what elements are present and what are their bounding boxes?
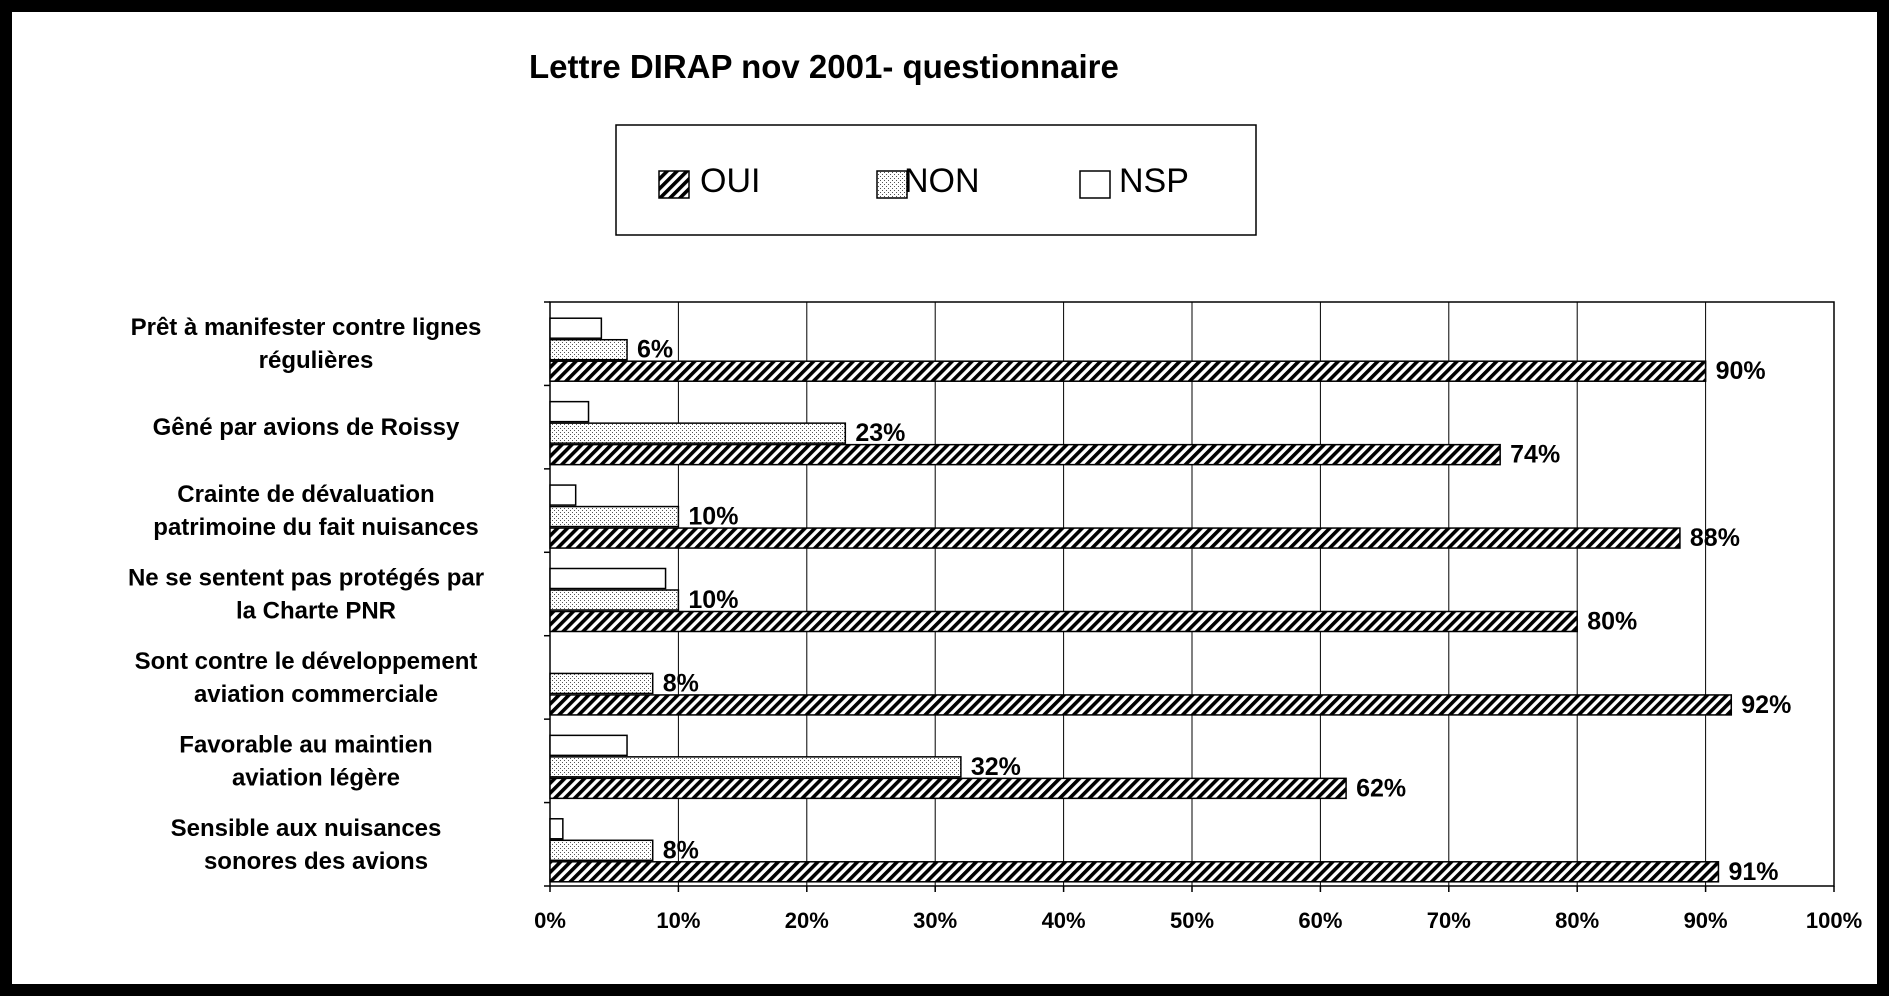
data-label-oui: 88% [1690, 524, 1740, 552]
bar-oui [549, 360, 1707, 382]
chart-frame: Lettre DIRAP nov 2001- questionnaire OUI… [12, 12, 1877, 984]
legend-swatch-non [876, 170, 908, 199]
bar-nsp [549, 484, 577, 506]
bar-oui [549, 527, 1681, 549]
legend-label-non: NON [904, 162, 980, 200]
legend-label-nsp: NSP [1119, 162, 1189, 200]
bar-nsp [549, 317, 603, 339]
data-label-non: 23% [855, 419, 905, 447]
category-label: Prêt à manifester contre lignes régulière… [131, 314, 482, 374]
x-tick-label: 100% [1806, 908, 1862, 933]
chart: Lettre DIRAP nov 2001- questionnaire OUI… [128, 48, 1862, 933]
data-label-oui: 92% [1741, 691, 1791, 719]
bar-nsp [549, 818, 564, 840]
bar-non [549, 338, 628, 361]
legend: OUI NON NSP [615, 124, 1257, 236]
bar-non [549, 839, 654, 862]
category-label: Crainte de dévaluation patrimoine du fait… [153, 481, 478, 541]
data-label-non: 8% [663, 669, 699, 697]
bar-non [549, 589, 680, 611]
x-tick-label: 90% [1684, 908, 1728, 933]
bar-non [549, 672, 654, 695]
x-tick-label: 30% [913, 908, 957, 933]
legend-box [615, 124, 1257, 236]
data-label-non: 8% [663, 836, 699, 864]
data-label-non: 10% [688, 503, 738, 531]
category-labels: Prêt à manifester contre lignes régulière… [128, 314, 484, 875]
bar-oui [549, 610, 1578, 633]
category-label: Sont contre le développement aviation com… [135, 648, 478, 708]
x-tick-label: 10% [656, 908, 700, 933]
data-label-oui: 74% [1510, 441, 1560, 469]
legend-item-non: NON [876, 162, 980, 200]
x-tick-label: 80% [1555, 908, 1599, 933]
x-tick-label: 0% [534, 908, 566, 933]
x-axis-tick-labels: 0% 10% 20% 30% 40% 50% 60% 70% 80% 90% 100% [534, 908, 1862, 933]
category-label: Sensible aux nuisances sonores des avions [171, 815, 442, 875]
data-label-oui: 91% [1728, 858, 1778, 886]
x-tick-label: 60% [1298, 908, 1342, 933]
data-label-oui: 62% [1356, 774, 1406, 802]
bar-nsp [549, 400, 590, 423]
x-tick-label: 20% [785, 908, 829, 933]
x-tick-label: 40% [1042, 908, 1086, 933]
data-label-oui: 80% [1587, 608, 1637, 636]
x-tick-label: 70% [1427, 908, 1471, 933]
legend-swatch-nsp [1079, 170, 1111, 199]
legend-item-oui: OUI [658, 162, 760, 200]
legend-swatch-oui [658, 170, 690, 199]
bar-non [549, 505, 680, 528]
category-label: Gêné par avions de Roissy [153, 414, 460, 441]
x-tick-label: 50% [1170, 908, 1214, 933]
bar-oui [549, 861, 1720, 883]
bar-non [549, 756, 962, 778]
data-label-non: 32% [971, 753, 1021, 781]
data-label-non: 6% [637, 336, 673, 364]
bar-non [549, 422, 847, 444]
plot-area: 6% 90% 23% 74% 10% 88% 10% 80% 8% 92% 32% 62% 8% 91% [544, 301, 1835, 892]
legend-label-oui: OUI [700, 162, 760, 200]
bar-oui [549, 694, 1733, 716]
bar-nsp [549, 734, 628, 757]
chart-title: Lettre DIRAP nov 2001- questionnaire [529, 48, 1119, 85]
legend-item-nsp: NSP [1079, 162, 1189, 200]
category-label: Favorable au maintien aviation légère [179, 731, 432, 791]
bar-nsp [549, 567, 667, 590]
bar-oui [549, 777, 1347, 800]
data-label-oui: 90% [1716, 357, 1766, 385]
bar-oui [549, 443, 1501, 466]
category-label: Ne se sentent pas protégés par la Charte … [128, 565, 484, 625]
data-label-non: 10% [688, 586, 738, 614]
